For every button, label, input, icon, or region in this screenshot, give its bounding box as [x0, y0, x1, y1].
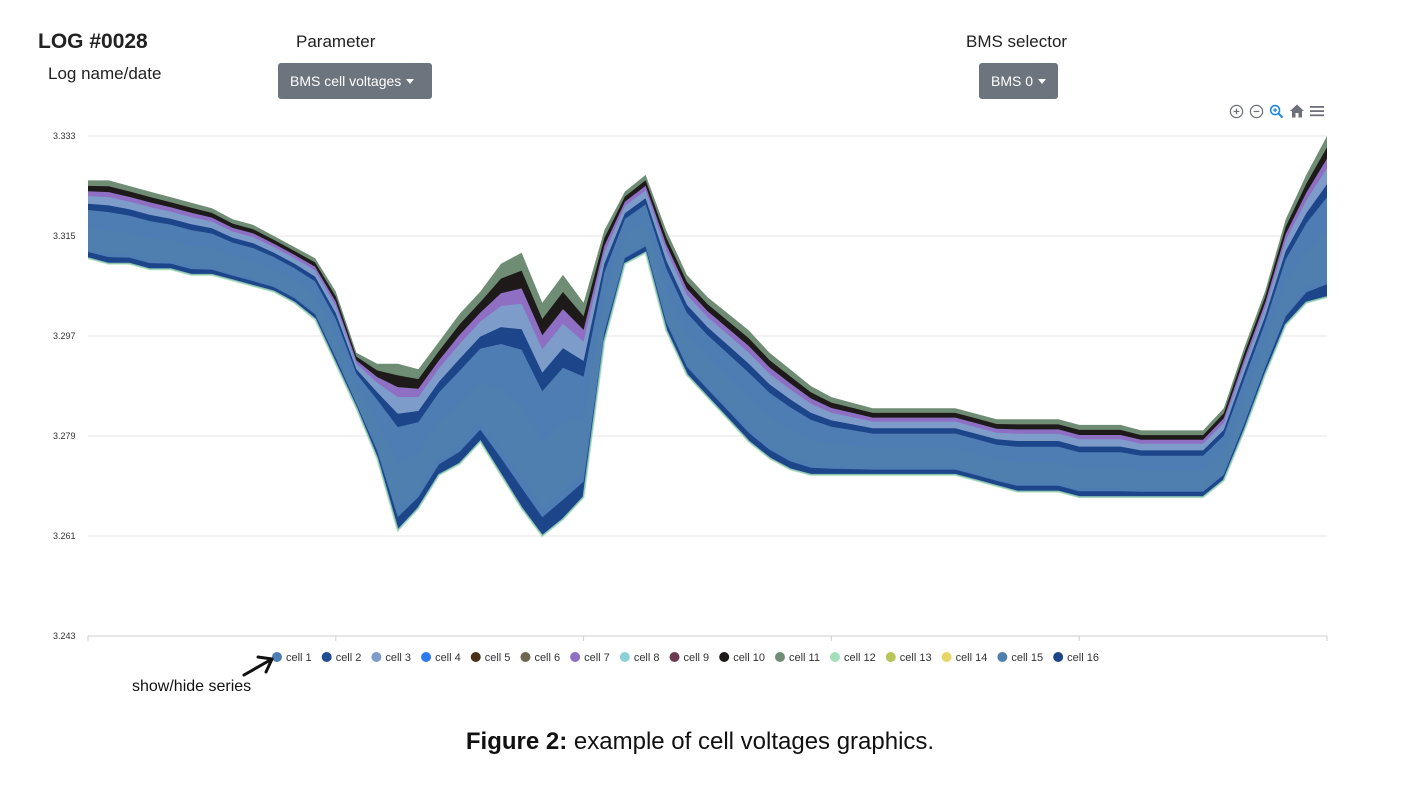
legend-item-label[interactable]: cell 5 — [485, 652, 511, 664]
menu-icon[interactable] — [1308, 103, 1325, 120]
band-cell-12-edge — [87, 251, 1328, 538]
legend-marker[interactable] — [1053, 652, 1064, 662]
home-icon[interactable] — [1288, 103, 1305, 120]
bms-selector-label: BMS selector — [966, 32, 1068, 51]
zoom-select-icon[interactable] — [1268, 103, 1285, 120]
legend-marker[interactable] — [719, 652, 730, 662]
legend-item-label[interactable]: cell 13 — [900, 652, 932, 664]
legend-item-label[interactable]: cell 8 — [634, 652, 660, 664]
legend-item-label[interactable]: cell 12 — [844, 652, 876, 664]
legend-marker[interactable] — [470, 652, 481, 662]
y-tick-label: 3.243 — [53, 631, 76, 641]
legend-marker[interactable] — [885, 652, 896, 662]
parameter-dropdown[interactable]: BMS cell voltages — [278, 63, 432, 99]
show-hide-series-note: show/hide series — [132, 678, 252, 695]
legend-item-label[interactable]: cell 11 — [789, 652, 820, 664]
figure-caption: Figure 2: example of cell voltages graph… — [0, 728, 1400, 756]
chart-legend: cell 1 cell 2 cell 3 cell 4 cell 5 cell 6 cell… — [272, 652, 1099, 664]
log-name-date: Log name/date — [48, 64, 162, 83]
legend-item-label[interactable]: cell 10 — [733, 652, 765, 664]
legend-item-label[interactable]: cell 6 — [534, 652, 560, 664]
legend-marker[interactable] — [669, 652, 680, 662]
legend-item-label[interactable]: cell 2 — [336, 652, 362, 664]
x-axis — [87, 635, 1328, 641]
y-tick-label: 3.333 — [53, 131, 76, 141]
zoom-in-icon[interactable] — [1228, 103, 1245, 120]
chart-plot-area — [87, 136, 1328, 538]
pointer-arrow-icon — [242, 655, 274, 677]
legend-marker[interactable] — [520, 652, 531, 662]
chart-toolbar — [1228, 101, 1325, 121]
figure-caption-label: Figure 2: — [465, 728, 568, 755]
y-tick-label: 3.261 — [53, 531, 76, 541]
y-axis-tick-labels: 3.333 3.315 3.297 3.279 3.261 3.243 — [53, 131, 76, 641]
legend-marker[interactable] — [421, 652, 432, 662]
y-tick-label: 3.279 — [53, 431, 76, 441]
legend-item-label[interactable]: cell 9 — [684, 652, 710, 664]
legend-item-label[interactable]: cell 14 — [956, 652, 988, 664]
y-tick-label: 3.297 — [53, 331, 76, 341]
legend-marker[interactable] — [371, 652, 382, 662]
parameter-dropdown-label: BMS cell voltages — [290, 73, 402, 89]
bms-selector-dropdown[interactable]: BMS 0 — [979, 63, 1058, 99]
figure-caption-text: example of cell voltages graphics. — [573, 728, 935, 755]
legend-item-label[interactable]: cell 15 — [1011, 652, 1043, 664]
legend-marker[interactable] — [829, 652, 840, 662]
legend-marker[interactable] — [570, 652, 581, 662]
bms-selector-dropdown-label: BMS 0 — [991, 73, 1034, 89]
legend-marker[interactable] — [321, 652, 332, 662]
legend-marker[interactable] — [774, 652, 785, 662]
zoom-out-icon[interactable] — [1248, 103, 1265, 120]
legend-marker[interactable] — [941, 652, 952, 662]
legend-item-label[interactable]: cell 16 — [1067, 652, 1099, 664]
log-title: LOG #0028 — [38, 30, 148, 53]
legend-marker[interactable] — [619, 652, 630, 662]
legend-marker[interactable] — [997, 652, 1008, 662]
parameter-label: Parameter — [296, 32, 376, 51]
y-tick-label: 3.315 — [53, 231, 76, 241]
legend-marker[interactable] — [272, 652, 282, 662]
chevron-down-icon — [1038, 79, 1047, 84]
legend-item-label[interactable]: cell 3 — [385, 652, 411, 664]
chevron-down-icon — [406, 79, 415, 84]
legend-item-label[interactable]: cell 7 — [584, 652, 610, 664]
legend-item-label[interactable]: cell 1 — [286, 652, 312, 664]
legend-item-label[interactable]: cell 4 — [435, 652, 461, 664]
band-cell-15 — [88, 221, 1327, 511]
